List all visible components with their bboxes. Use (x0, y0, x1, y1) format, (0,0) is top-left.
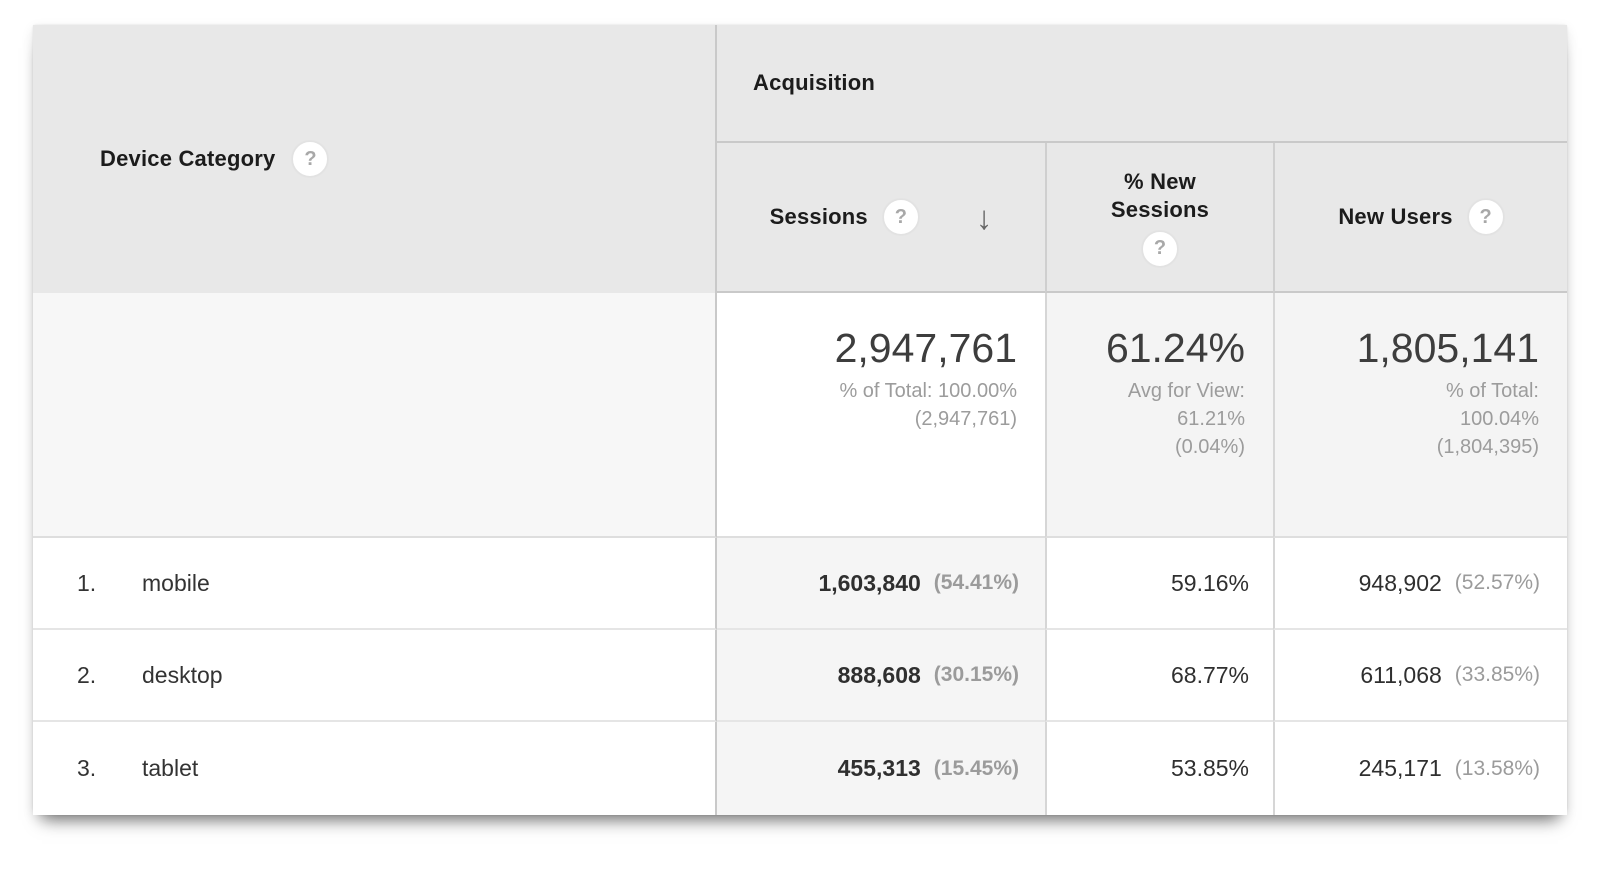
table-cell-new-sessions: 53.85% (1045, 722, 1273, 815)
help-icon[interactable]: ? (882, 199, 919, 235)
table-row-device: 2. desktop (33, 630, 717, 722)
table-row-device: 3. tablet (33, 722, 717, 815)
help-icon[interactable]: ? (1467, 199, 1504, 235)
analytics-data-table: Device Category ? Acquisition Sessions ?… (33, 25, 1567, 815)
column-header-sessions[interactable]: Sessions ? ↓ (717, 143, 1045, 293)
new-users-value: 948,902 (1358, 569, 1442, 596)
table-cell-sessions: 1,603,840 (54.41%) (717, 538, 1045, 630)
sessions-percent: (54.41%) (933, 571, 1019, 594)
device-name: mobile (142, 569, 210, 596)
new-users-total: 1,805,141 (1356, 325, 1539, 371)
new-users-value: 611,068 (1360, 661, 1442, 688)
new-users-label[interactable]: New Users (1338, 204, 1453, 229)
new-users-total-note-2: 100.04% (1460, 408, 1539, 430)
sessions-value: 1,603,840 (818, 569, 921, 596)
sessions-value: 888,608 (837, 661, 921, 688)
column-header-new-sessions[interactable]: % New Sessions ? (1045, 143, 1273, 293)
table-cell-new-sessions: 59.16% (1045, 538, 1273, 630)
table-cell-sessions: 455,313 (15.45%) (717, 722, 1045, 815)
summary-sessions-cell: 2,947,761 % of Total: 100.00% (2,947,761… (717, 293, 1045, 538)
help-icon[interactable]: ? (1142, 230, 1178, 267)
table-cell-new-sessions: 68.77% (1045, 630, 1273, 722)
sessions-total-note-2: (2,947,761) (914, 408, 1017, 430)
row-index: 2. (77, 661, 97, 688)
device-name: desktop (142, 661, 223, 688)
device-category-label: Device Category (100, 146, 276, 171)
row-index: 3. (77, 755, 97, 781)
new-users-value: 245,171 (1358, 755, 1442, 781)
acquisition-label: Acquisition (753, 70, 875, 95)
new-users-total-note-1: % of Total: (1445, 380, 1539, 402)
new-sessions-total-note-2: 61.21% (1177, 408, 1245, 430)
help-icon[interactable]: ? (292, 141, 329, 177)
sessions-total-note-1: % of Total: 100.00% (839, 380, 1017, 402)
table-row-device: 1. mobile (33, 538, 717, 630)
new-sessions-value: 53.85% (1170, 755, 1249, 781)
summary-device-cell (33, 293, 717, 538)
new-sessions-total-note-3: (0.04%) (1174, 436, 1245, 458)
sessions-value: 455,313 (837, 755, 921, 781)
summary-new-sessions-cell: 61.24% Avg for View: 61.21% (0.04%) (1045, 293, 1273, 538)
table-cell-sessions: 888,608 (30.15%) (717, 630, 1045, 722)
row-index: 1. (77, 569, 97, 596)
column-header-new-users[interactable]: New Users ? (1273, 143, 1567, 293)
new-users-percent: (13.58%) (1454, 756, 1540, 780)
new-sessions-value: 59.16% (1170, 569, 1249, 596)
device-category-header: Device Category ? (33, 25, 717, 293)
sessions-total: 2,947,761 (834, 325, 1017, 371)
sessions-percent: (15.45%) (933, 756, 1019, 780)
new-users-total-note-3: (1,804,395) (1436, 436, 1539, 458)
new-sessions-value: 68.77% (1170, 661, 1249, 688)
device-name: tablet (142, 755, 199, 781)
summary-new-users-cell: 1,805,141 % of Total: 100.04% (1,804,395… (1273, 293, 1567, 538)
table-cell-new-users: 948,902 (52.57%) (1273, 538, 1567, 630)
sessions-percent: (30.15%) (933, 663, 1019, 686)
new-sessions-label[interactable]: % New Sessions (1110, 168, 1210, 222)
table-cell-new-users: 611,068 (33.85%) (1273, 630, 1567, 722)
new-users-percent: (52.57%) (1454, 571, 1540, 594)
acquisition-group-header: Acquisition (717, 25, 1567, 143)
new-users-percent: (33.85%) (1454, 663, 1540, 686)
table-cell-new-users: 245,171 (13.58%) (1273, 722, 1567, 815)
sessions-label[interactable]: Sessions (769, 204, 868, 229)
new-sessions-total-note-1: Avg for View: (1127, 380, 1245, 402)
new-sessions-total: 61.24% (1105, 325, 1245, 371)
sort-descending-icon[interactable]: ↓ (975, 198, 993, 236)
